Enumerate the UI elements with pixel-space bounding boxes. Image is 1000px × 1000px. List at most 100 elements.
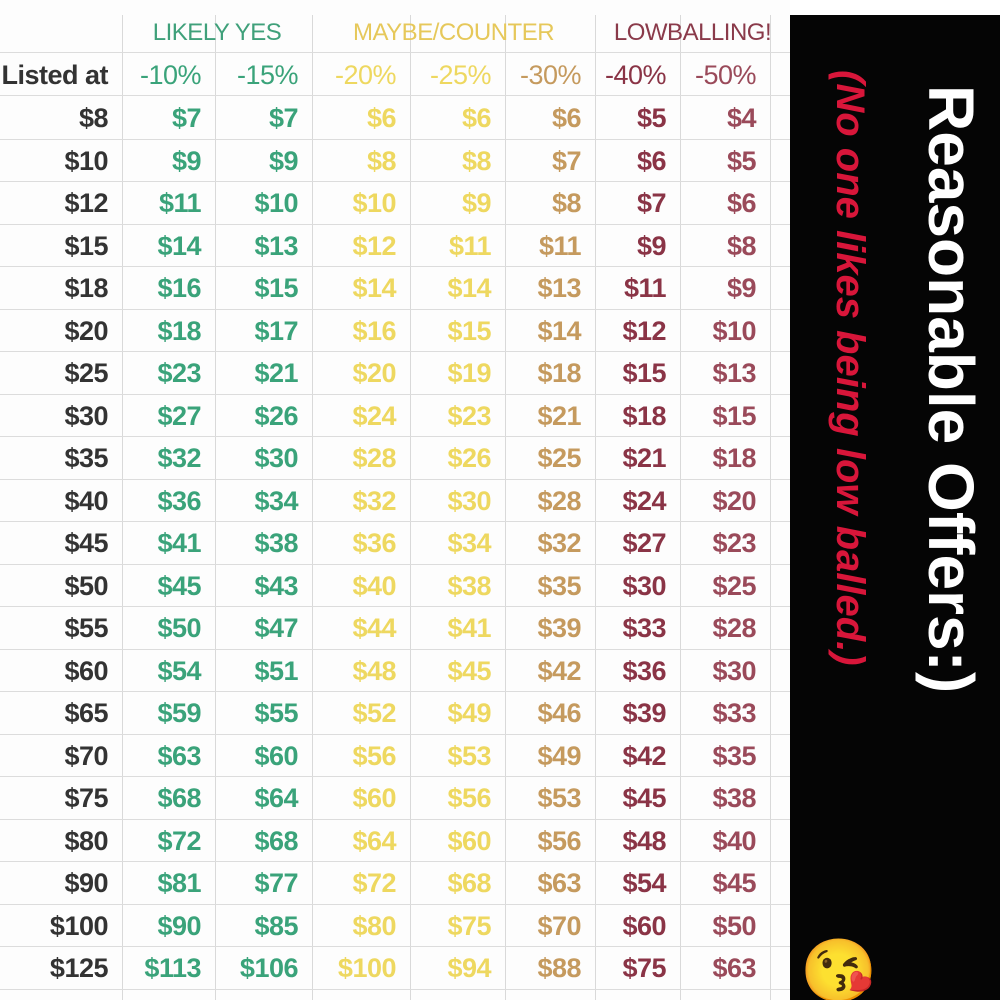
offer-price-cell: $55 <box>254 698 298 728</box>
header-discount: -50% <box>694 60 757 90</box>
offer-price-cell: $8 <box>726 230 757 261</box>
offer-price-cell: $54 <box>157 655 201 686</box>
row-divider <box>0 52 790 53</box>
offer-price-cell: $10 <box>712 315 756 346</box>
row-divider <box>0 351 790 352</box>
offer-price-cell: $16 <box>352 315 396 346</box>
banner-title: Reasonable Offers:) <box>915 85 987 694</box>
group-header: LIKELY YES <box>152 19 282 46</box>
offer-price-cell: $52 <box>352 698 396 728</box>
column-divider <box>505 15 506 1000</box>
offer-price-cell: $25 <box>712 570 756 601</box>
price-offer-table: LIKELY YES MAYBE/COUNTER LOWBALLING! Listed… <box>0 15 790 1000</box>
listed-price-cell: $65 <box>64 698 108 728</box>
offer-price-cell: $27 <box>157 400 201 431</box>
banner: Reasonable Offers:) (No one likes being … <box>790 15 1000 1000</box>
offer-price-cell: $5 <box>726 145 757 176</box>
column-divider <box>595 15 596 1000</box>
row-divider <box>0 988 790 990</box>
offer-price-cell: $8 <box>551 188 582 218</box>
listed-price-cell: $50 <box>64 570 108 601</box>
row-divider <box>0 521 790 522</box>
offer-price-cell: $70 <box>537 910 581 941</box>
offer-price-cell: $50 <box>712 910 756 941</box>
offer-price-cell: $10 <box>254 188 298 218</box>
offer-price-cell: $12 <box>622 315 666 346</box>
offer-price-cell: $45 <box>712 868 756 898</box>
offer-price-cell: $63 <box>712 953 756 983</box>
offer-price-cell: $24 <box>622 485 666 516</box>
offer-price-cell: $81 <box>157 868 201 898</box>
offer-price-cell: $80 <box>352 910 396 941</box>
offer-price-cell: $35 <box>712 740 756 771</box>
offer-price-cell: $44 <box>352 613 396 643</box>
offer-price-cell: $75 <box>622 953 666 983</box>
offer-price-cell: $28 <box>712 613 756 643</box>
offer-price-cell: $4 <box>726 103 757 133</box>
offer-price-cell: $48 <box>352 655 396 686</box>
column-divider <box>312 15 313 1000</box>
offer-price-cell: $23 <box>157 358 201 388</box>
header-discount: -15% <box>236 60 299 90</box>
offer-price-cell: $45 <box>157 570 201 601</box>
group-header: LOWBALLING! <box>613 19 772 46</box>
offer-price-cell: $30 <box>447 485 491 516</box>
offer-price-cell: $32 <box>157 443 201 473</box>
offer-price-cell: $32 <box>537 528 581 558</box>
offer-price-cell: $72 <box>157 825 201 856</box>
offer-price-cell: $32 <box>352 485 396 516</box>
offer-price-cell: $20 <box>352 358 396 388</box>
offer-price-cell: $18 <box>622 400 666 431</box>
offer-price-cell: $28 <box>537 485 581 516</box>
offer-price-cell: $41 <box>447 613 491 643</box>
offer-price-cell: $33 <box>622 613 666 643</box>
offer-price-cell: $36 <box>352 528 396 558</box>
listed-price-cell: $15 <box>64 230 108 261</box>
listed-price-cell: $45 <box>64 528 108 558</box>
header-discount: -25% <box>429 60 492 90</box>
listed-price-cell: $40 <box>64 485 108 516</box>
column-divider <box>215 15 216 1000</box>
offer-price-cell: $48 <box>622 825 666 856</box>
offer-price-cell: $63 <box>537 868 581 898</box>
offer-price-cell: $40 <box>352 570 396 601</box>
offer-price-cell: $63 <box>157 740 201 771</box>
offer-price-cell: $7 <box>268 103 299 133</box>
row-divider <box>0 606 790 607</box>
offer-price-cell: $38 <box>712 783 756 813</box>
offer-price-cell: $6 <box>551 103 582 133</box>
offer-price-cell: $21 <box>622 443 666 473</box>
row-divider <box>0 223 790 225</box>
listed-price-cell: $18 <box>64 273 108 303</box>
offer-price-cell: $45 <box>447 655 491 686</box>
offer-price-cell: $14 <box>352 273 396 303</box>
column-divider <box>122 15 123 1000</box>
offer-price-cell: $60 <box>447 825 491 856</box>
offer-price-cell: $15 <box>622 358 666 388</box>
offer-price-cell: $23 <box>712 528 756 558</box>
row-divider <box>0 733 790 735</box>
listed-price-cell: $25 <box>64 358 108 388</box>
offer-price-cell: $51 <box>254 655 298 686</box>
offer-price-cell: $39 <box>537 613 581 643</box>
header-discount: -10% <box>139 60 202 90</box>
header-discount: -40% <box>604 60 667 90</box>
offer-price-cell: $94 <box>447 953 491 983</box>
row-divider <box>0 436 790 437</box>
offer-price-cell: $10 <box>352 188 396 218</box>
offer-price-cell: $40 <box>712 825 756 856</box>
offer-price-cell: $39 <box>622 698 666 728</box>
row-divider <box>0 691 790 692</box>
offer-price-cell: $26 <box>447 443 491 473</box>
offer-price-cell: $56 <box>447 783 491 813</box>
offer-price-cell: $18 <box>537 358 581 388</box>
row-divider <box>0 563 790 565</box>
row-divider <box>0 181 790 182</box>
offer-price-cell: $8 <box>366 145 397 176</box>
offer-price-cell: $13 <box>537 273 581 303</box>
offer-price-cell: $7 <box>551 145 582 176</box>
offer-price-cell: $6 <box>636 145 667 176</box>
offer-price-cell: $36 <box>622 655 666 686</box>
offer-price-cell: $27 <box>622 528 666 558</box>
offer-price-cell: $21 <box>254 358 298 388</box>
